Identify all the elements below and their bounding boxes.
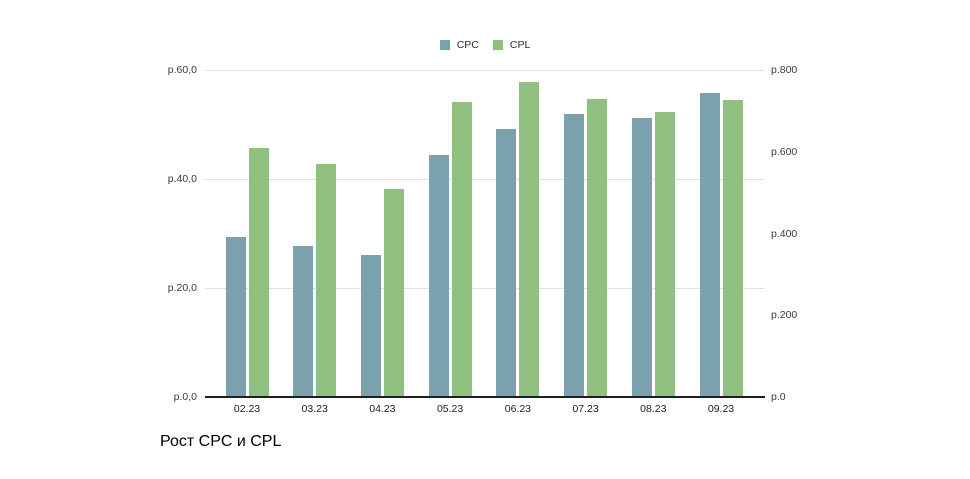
right-axis-tick-label: р.600 [771,146,798,158]
left-axis-tick-label: р.20,0 [167,282,197,294]
left-axis-tick-label: р.40,0 [167,173,197,185]
x-axis-label: 05.23 [436,403,464,415]
x-axis-label: 09.23 [707,403,735,415]
bar-cpl[interactable] [451,101,472,397]
bar-cpl[interactable] [519,81,540,397]
legend-label: CPL [509,38,531,51]
x-axis-line [205,396,765,398]
right-axis-tick-label: р.200 [771,309,798,321]
legend: CPC CPL [0,38,970,52]
right-axis-tick-label: р.400 [771,228,798,240]
legend-color-swatch [492,40,503,50]
bar-cpc[interactable] [699,92,720,397]
bar-cpc[interactable] [631,118,652,397]
bar-cpl[interactable] [248,148,269,397]
legend-item-cpc[interactable]: CPC [439,38,479,51]
bar-cpc[interactable] [360,254,381,397]
gridline [205,179,765,180]
bar-cpl[interactable] [316,164,337,397]
left-axis-tick-label: р.60,0 [167,64,197,76]
right-axis-tick-label: р.0 [771,391,786,403]
gridline [205,70,765,71]
x-axis-label: 02.23 [233,403,261,415]
legend-item-cpl[interactable]: CPL [492,38,531,51]
x-axis-label: 06.23 [504,403,532,415]
bar-cpc[interactable] [496,128,517,397]
x-axis-label: 08.23 [640,403,667,415]
bar-cpl[interactable] [383,188,404,397]
left-axis-tick-label: р.0,0 [173,391,197,403]
gridline [205,288,765,289]
bar-cpl[interactable] [722,99,743,397]
legend-label: CPC [456,38,479,51]
x-axis-label: 03.23 [301,403,328,415]
bar-cpl[interactable] [587,99,608,397]
bar-cpc[interactable] [428,155,449,397]
bar-cpc[interactable] [564,114,585,397]
chart-title: Рост CPC и CPL [160,433,282,450]
right-axis-tick-label: р.800 [771,64,798,76]
x-axis-label: 04.23 [369,403,396,415]
legend-color-swatch [439,40,450,50]
bar-cpc[interactable] [225,236,246,397]
bar-cpc[interactable] [293,246,314,397]
x-axis-label: 07.23 [572,403,599,415]
bar-cpl[interactable] [654,112,675,397]
